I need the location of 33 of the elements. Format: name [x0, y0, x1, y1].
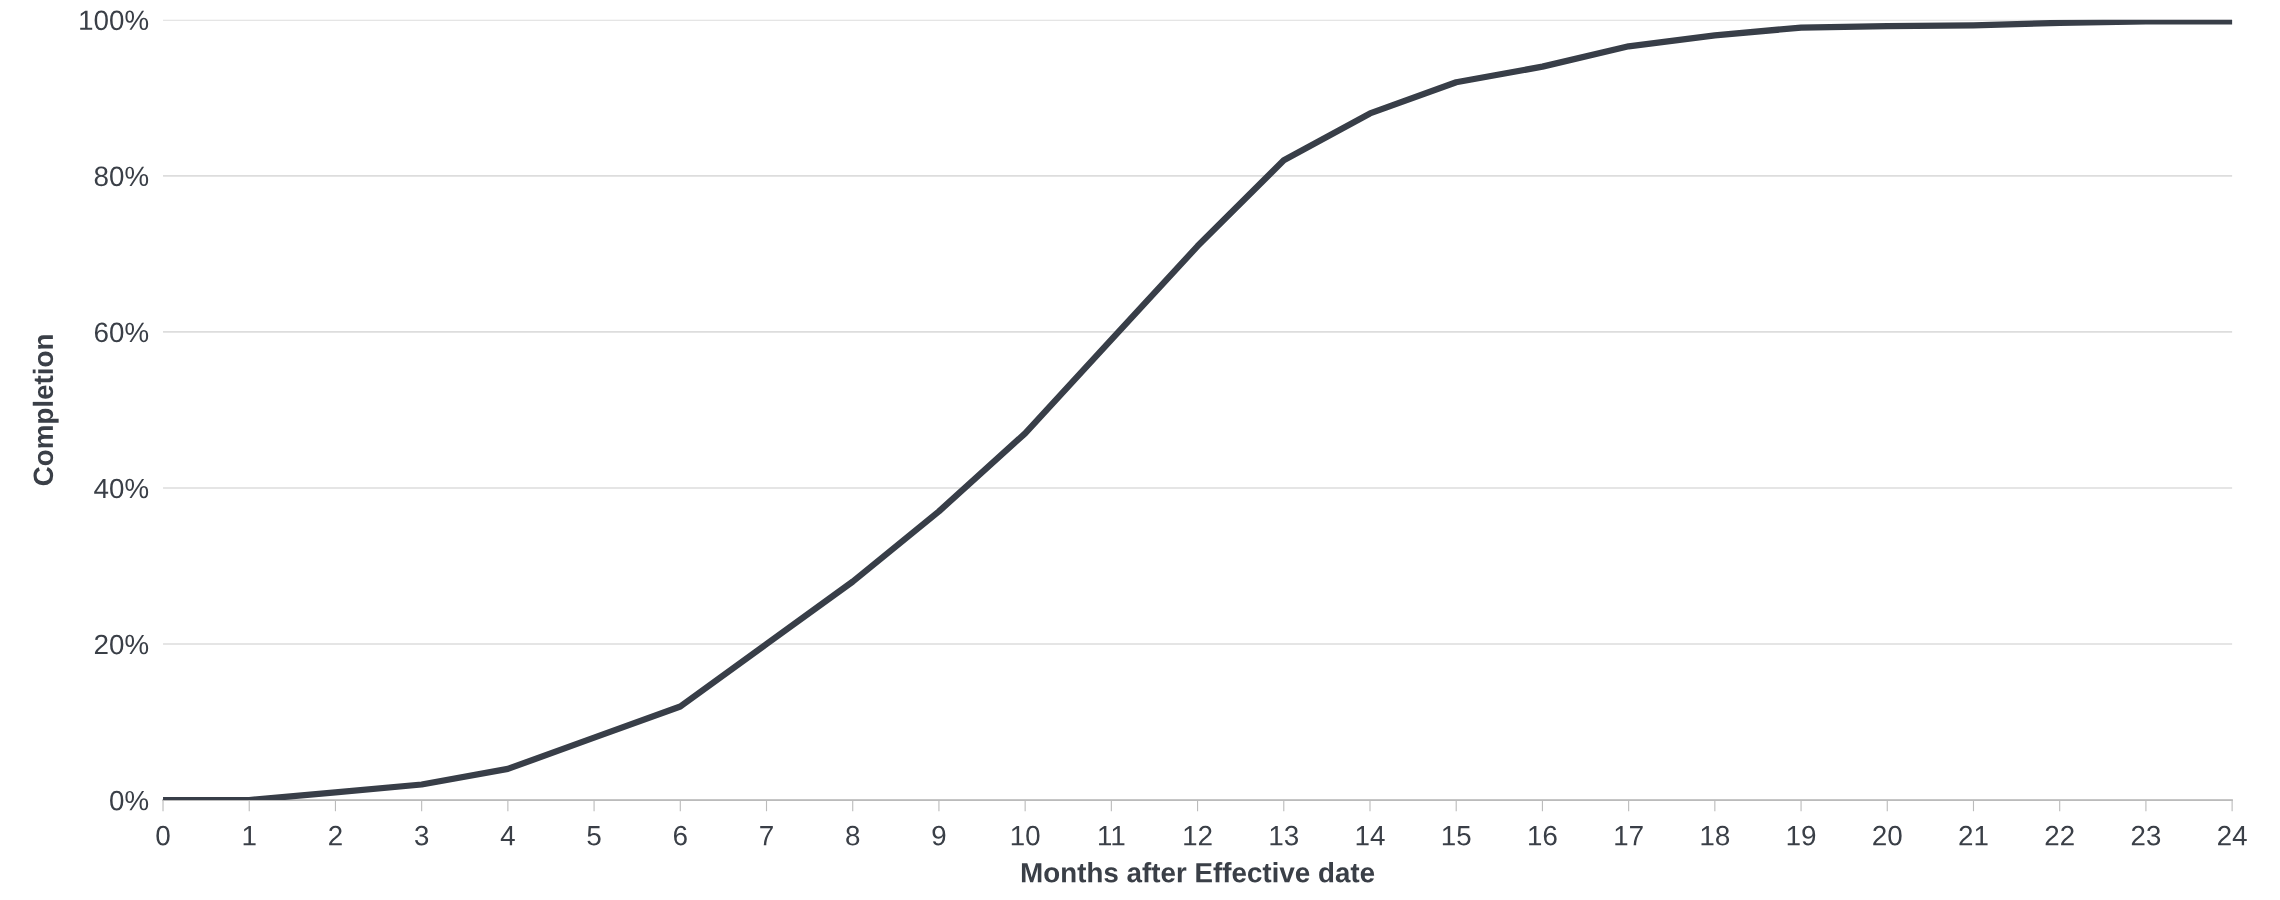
x-tick-label: 12 — [1184, 825, 1212, 846]
x-tick-label: 24 — [2218, 825, 2247, 846]
x-tick-label: 20 — [1873, 825, 1902, 846]
y-tick-label: 40% — [94, 478, 149, 499]
x-tick-label: 13 — [1270, 825, 1299, 846]
y-tick-label: 100% — [80, 10, 149, 31]
x-tick-label: 16 — [1529, 825, 1557, 846]
x-tick-label: 23 — [2131, 825, 2161, 846]
x-tick-label: 11 — [1099, 826, 1125, 846]
x-tick-label: 22 — [2045, 825, 2074, 846]
x-tick-label: 15 — [1442, 826, 1471, 846]
y-axis-title: Completion — [32, 335, 59, 486]
x-tick-label: 10 — [1011, 825, 1040, 846]
x-tick-label: 0 — [156, 825, 170, 846]
x-tick-label: 8 — [846, 825, 860, 846]
x-tick-label: 4 — [500, 826, 515, 846]
y-tick-label: 20% — [94, 634, 149, 655]
y-tick-label: 0% — [110, 790, 149, 811]
x-tick-label: 21 — [1959, 825, 1988, 846]
x-tick-label: 17 — [1615, 826, 1643, 846]
y-tick-label: 60% — [94, 322, 149, 343]
x-tick-label: 2 — [329, 825, 342, 846]
x-tick-label: 7 — [760, 826, 773, 846]
x-tick-label: 9 — [932, 825, 946, 846]
y-tick-label: 80% — [94, 166, 149, 187]
x-tick-label: 18 — [1701, 825, 1730, 846]
x-axis-title: Months after Effective date — [1021, 862, 1375, 883]
x-tick-label: 5 — [587, 826, 601, 846]
x-tick-label: 1 — [243, 826, 256, 846]
x-tick-label: 19 — [1787, 825, 1816, 846]
x-tick-label: 6 — [673, 825, 687, 846]
x-tick-label: 3 — [414, 825, 429, 846]
x-tick-label: 14 — [1356, 826, 1385, 846]
